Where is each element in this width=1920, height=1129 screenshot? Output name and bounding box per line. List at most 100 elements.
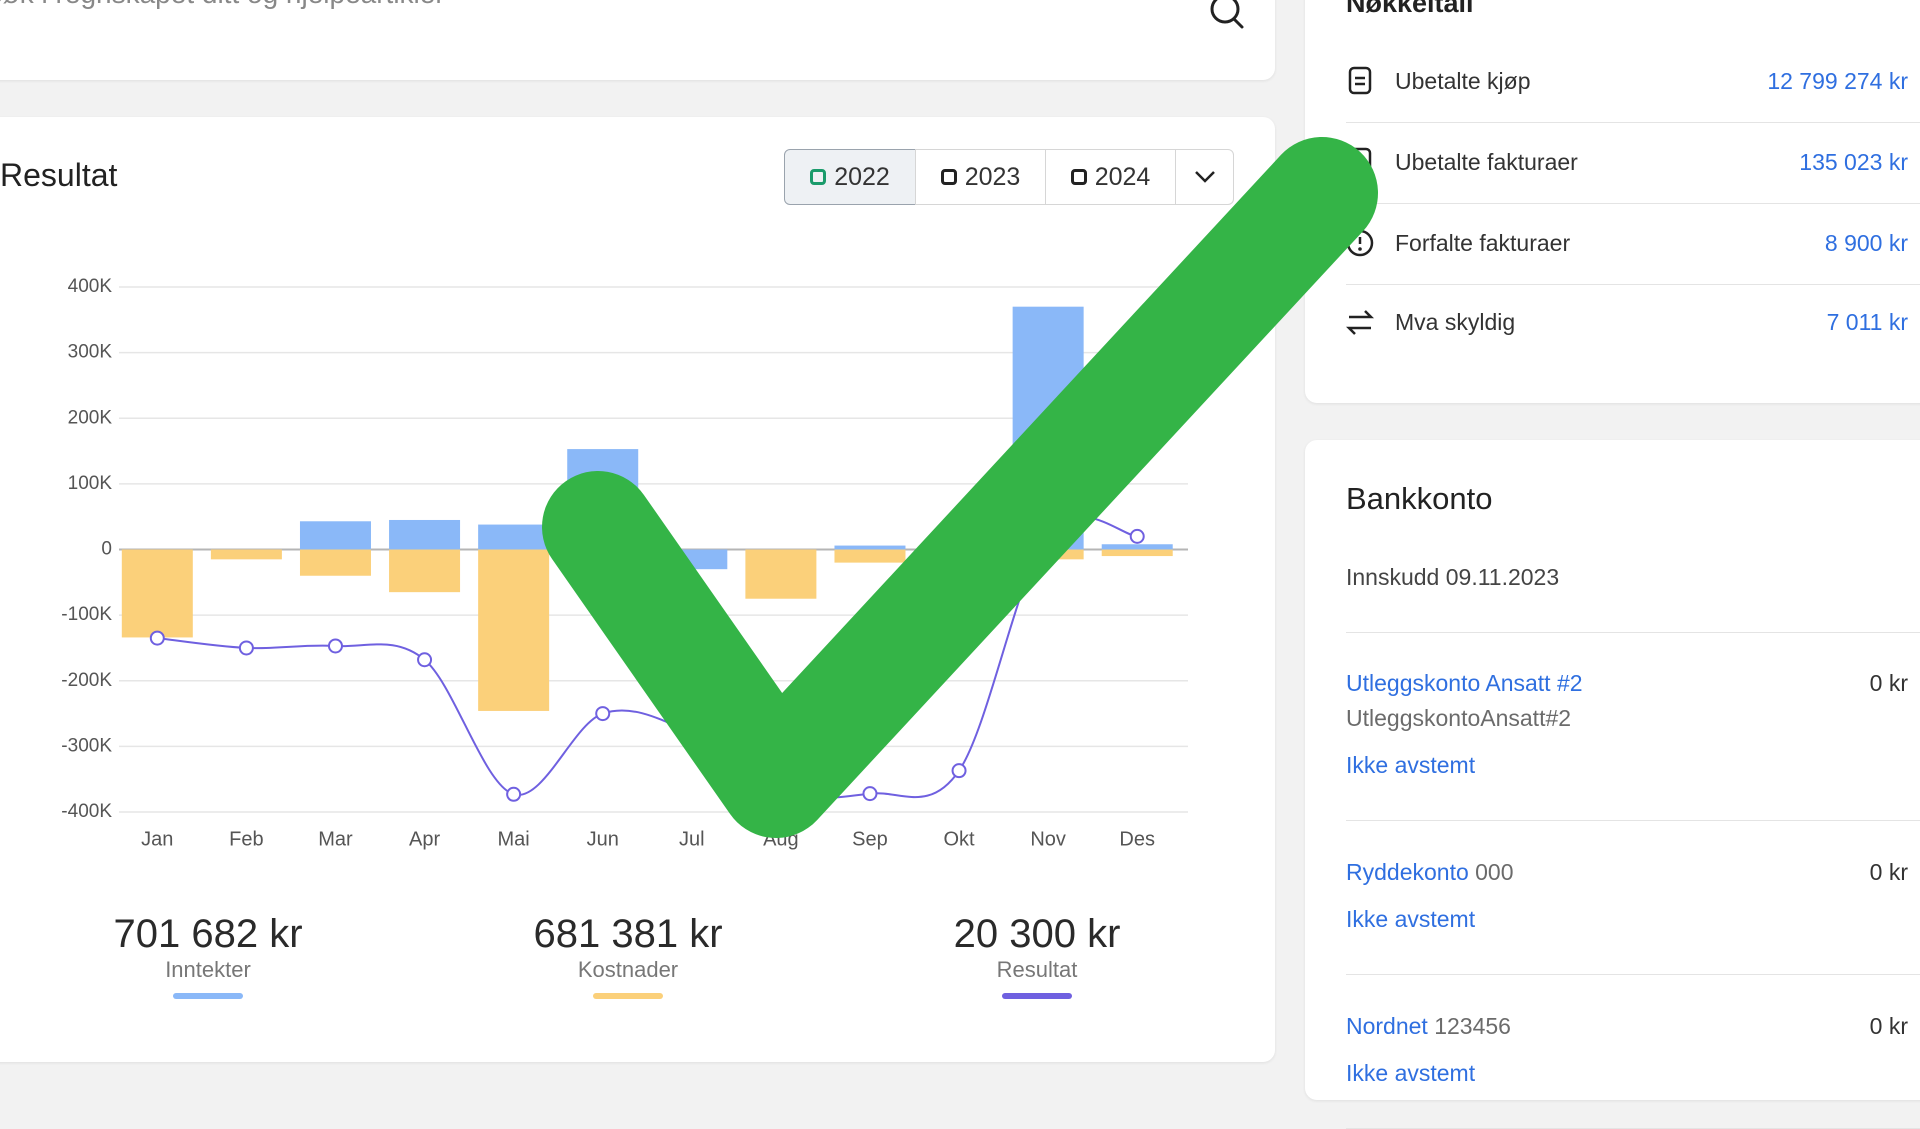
x-tick-label: Aug — [763, 828, 799, 850]
total-label: Resultat — [996, 957, 1078, 982]
key-figures-title: Nøkkeltall — [1346, 0, 1474, 18]
row-separator — [1346, 122, 1920, 123]
row-icon — [1346, 66, 1376, 96]
bar — [389, 519, 461, 550]
y-tick-label: 400K — [68, 276, 113, 297]
y-tick-label: 300K — [68, 342, 113, 363]
key-value[interactable]: 12 799 274 kr — [1767, 68, 1908, 94]
bar — [834, 549, 906, 563]
account-status[interactable]: Ikke avstemt — [1346, 1060, 1476, 1086]
account-name-row: Utleggskonto Ansatt #2 — [1346, 666, 1583, 700]
x-tick-label: Jan — [141, 828, 173, 850]
bar — [834, 545, 906, 550]
account-balance: 0 kr — [1869, 859, 1908, 885]
account-balance: 0 kr — [1869, 1013, 1908, 1039]
y-tick-label: 0 — [101, 539, 112, 560]
account-number: 000 — [1475, 859, 1514, 885]
bar — [299, 549, 371, 576]
total-color — [1002, 993, 1072, 999]
x-tick-label: Apr — [409, 828, 440, 850]
account-balance: 0 kr — [1869, 670, 1908, 696]
account-name[interactable]: Nordnet — [1346, 1013, 1428, 1039]
account-name-row: Ryddekonto 000 — [1346, 855, 1514, 889]
separator — [1346, 632, 1920, 633]
row-icon — [1346, 147, 1376, 177]
x-tick-label: Jul — [679, 828, 705, 850]
line-point — [506, 786, 522, 802]
total-label: Inntekter — [165, 957, 251, 982]
bank-card — [1305, 440, 1920, 1100]
line-point — [684, 725, 700, 741]
search-icon[interactable] — [1208, 0, 1248, 36]
bar — [656, 549, 728, 570]
search-card[interactable]: Søk i regnskapet ditt og hjelpeartikler — [0, 0, 1275, 80]
line-point — [595, 706, 611, 722]
separator — [1346, 820, 1920, 821]
y-tick-label: 200K — [68, 407, 113, 428]
result-title: Resultat — [0, 157, 118, 193]
bar — [1101, 549, 1173, 557]
line-point — [1040, 525, 1056, 541]
line-point — [862, 786, 878, 802]
bar — [478, 549, 550, 711]
line-point — [417, 652, 433, 668]
row-separator — [1346, 203, 1920, 204]
bar — [1101, 544, 1173, 550]
line-point — [773, 784, 789, 800]
bar — [567, 549, 639, 571]
bar — [745, 549, 817, 599]
total-label: Kostnader — [577, 957, 679, 982]
line-point — [327, 638, 343, 654]
total-amount: 701 682 kr — [113, 912, 303, 956]
line-point — [1129, 528, 1145, 544]
y-tick-label: -100K — [61, 604, 112, 625]
total-amount: 20 300 kr — [953, 912, 1121, 956]
total-color — [173, 993, 243, 999]
row-separator — [1346, 284, 1920, 285]
x-tick-label: Sep — [852, 828, 888, 850]
line-point — [149, 630, 165, 646]
total-color — [593, 993, 663, 999]
line-point — [951, 763, 967, 779]
account-status[interactable]: Ikke avstemt — [1346, 752, 1476, 778]
bar — [389, 549, 461, 593]
bar — [1012, 549, 1084, 560]
search-placeholder[interactable]: Søk i regnskapet ditt og hjelpeartikler — [0, 0, 445, 11]
key-value[interactable]: 8 900 kr — [1824, 230, 1908, 256]
account-name[interactable]: Utleggskonto Ansatt #2 — [1346, 670, 1583, 696]
bar — [1012, 306, 1084, 550]
key-label: Ubetalte kjøp — [1395, 68, 1531, 94]
separator — [1346, 974, 1920, 975]
x-tick-label: Mar — [318, 828, 353, 850]
x-tick-label: Okt — [943, 828, 975, 850]
y-tick-label: -300K — [61, 735, 112, 756]
account-name-row: Nordnet 123456 — [1346, 1009, 1511, 1043]
key-label: Ubetalte fakturaer — [1395, 149, 1578, 175]
x-tick-label: Nov — [1030, 828, 1066, 850]
key-label: Mva skyldig — [1395, 309, 1516, 335]
total-amount: 681 381 kr — [533, 912, 723, 956]
line-point — [238, 640, 254, 656]
x-tick-label: Des — [1119, 828, 1155, 850]
x-tick-label: Feb — [229, 828, 263, 850]
bank-title: Bankkonto — [1346, 481, 1493, 516]
bar — [567, 449, 639, 550]
bar — [478, 524, 550, 550]
key-figures-card — [1305, 0, 1920, 403]
icon — [1348, 147, 1372, 176]
account-status[interactable]: Ikke avstemt — [1346, 906, 1476, 932]
icon — [1345, 310, 1375, 335]
bar — [210, 549, 282, 560]
bar — [923, 549, 995, 563]
chart: -400K -300K -200K -100K 0 100K 200K 300K 400K Jan… — [61, 276, 1188, 850]
account-name[interactable]: Ryddekonto — [1346, 859, 1469, 885]
key-value[interactable]: 7 011 kr — [1826, 309, 1908, 335]
key-label: Forfalte fakturaer — [1395, 230, 1571, 256]
bar — [299, 521, 371, 550]
row-icon — [1346, 228, 1376, 258]
key-value[interactable]: 135 023 kr — [1799, 149, 1908, 175]
y-tick-label: -400K — [61, 801, 112, 822]
y-tick-label: -200K — [61, 670, 112, 691]
x-tick-label: Jun — [587, 828, 619, 850]
account-detail: UtleggskontoAnsatt#2 — [1346, 705, 1572, 731]
